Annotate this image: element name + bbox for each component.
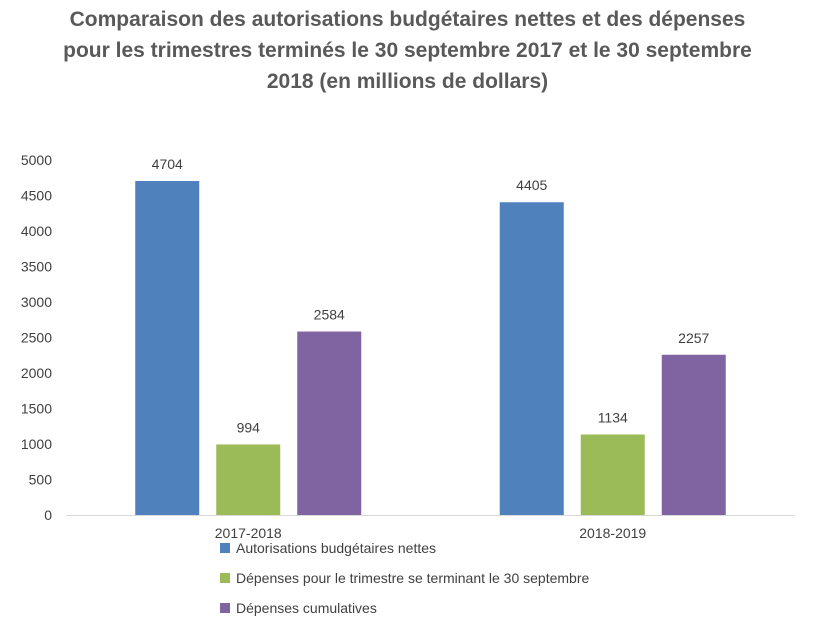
- legend-item: Dépenses cumulatives: [220, 599, 377, 617]
- legend-swatch: [220, 543, 230, 553]
- bar-2018-2019-series-1: [580, 434, 645, 515]
- y-tick-label: 1500: [21, 401, 52, 417]
- chart-title: Comparaison des autorisations budgétaire…: [63, 8, 752, 93]
- legend-item: Autorisations budgétaires nettes: [220, 539, 436, 557]
- x-category-label: 2017-2018: [215, 525, 282, 541]
- data-label: 4405: [516, 177, 547, 193]
- bar-2018-2019-series-2: [661, 354, 726, 515]
- legend-label: Dépenses cumulatives: [236, 600, 377, 616]
- y-tick-label: 5000: [21, 152, 52, 168]
- bars: [135, 181, 726, 516]
- bar-2017-2018-series-2: [297, 331, 362, 515]
- legend-label: Dépenses pour le trimestre se terminant …: [236, 570, 590, 586]
- y-tick-label: 3000: [21, 294, 52, 310]
- bar-2017-2018-series-0: [135, 181, 200, 516]
- y-tick-label: 1000: [21, 436, 52, 452]
- y-tick-label: 4500: [21, 188, 52, 204]
- data-label: 1134: [598, 409, 628, 425]
- x-axis: 2017-2018 2018-2019: [66, 515, 795, 541]
- legend-item: Dépenses pour le trimestre se terminant …: [220, 569, 589, 587]
- legend-label: Autorisations budgétaires nettes: [236, 540, 437, 556]
- y-tick-label: 3500: [21, 259, 52, 275]
- y-tick-label: 2000: [21, 365, 52, 381]
- data-label: 4704: [152, 156, 183, 172]
- y-tick-label: 2500: [21, 330, 52, 346]
- legend-swatch: [220, 573, 230, 583]
- y-tick-label: 4000: [21, 223, 52, 239]
- data-label: 2257: [678, 330, 709, 346]
- y-tick-label: 0: [44, 507, 52, 523]
- data-labels: 4704 994 2584 4405 1134 2257: [152, 156, 710, 435]
- bar-2017-2018-series-1: [216, 444, 281, 515]
- y-tick-label: 500: [29, 472, 53, 488]
- bar-2018-2019-series-0: [499, 202, 564, 515]
- y-axis-ticks: 0 500 1000 1500 2000 2500 3000 3500 4000 4500 5000: [21, 152, 52, 523]
- x-category-label: 2018-2019: [579, 525, 646, 541]
- data-label: 994: [237, 419, 261, 435]
- data-label: 2584: [314, 307, 345, 323]
- legend-swatch: [220, 603, 230, 613]
